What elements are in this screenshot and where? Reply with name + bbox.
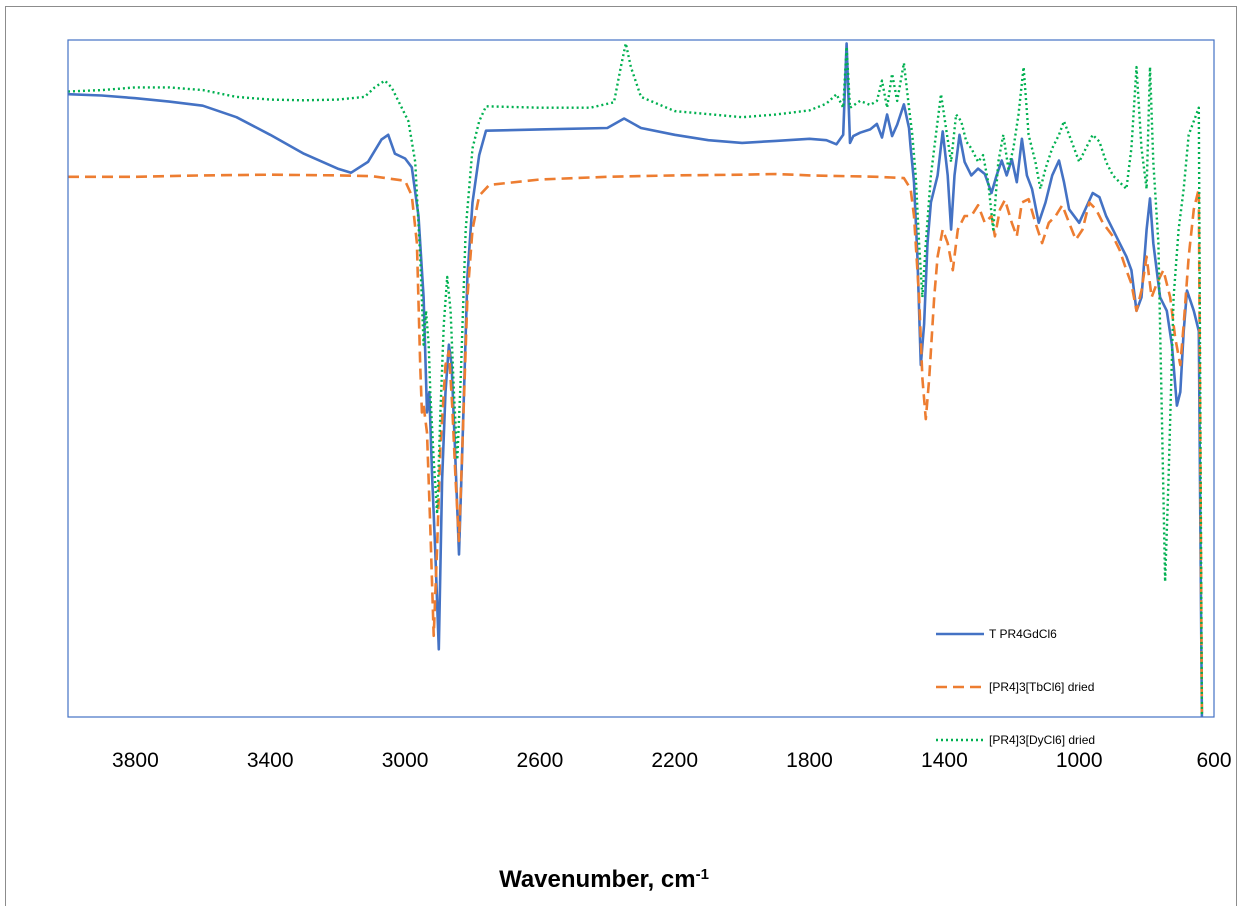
x-tick-label: 2200 bbox=[651, 749, 698, 772]
x-axis-label-superscript: -1 bbox=[696, 866, 709, 883]
series-layer bbox=[67, 42, 1204, 718]
series-line-2 bbox=[68, 172, 1204, 718]
x-tick-label: 600 bbox=[1196, 749, 1231, 772]
ir-spectrum-chart: 3800 3400 3000 2600 2200 1800 1400 1000 600 T PR… bbox=[67, 39, 1232, 894]
legend-label-1: T PR4GdCl6 bbox=[989, 627, 1057, 641]
legend: T PR4GdCl6 [PR4]3[TbCl6] dried [PR4]3[DyCl… bbox=[936, 627, 1095, 747]
legend-label-2: [PR4]3[TbCl6] dried bbox=[989, 680, 1094, 694]
x-tick-labels: 3800 3400 3000 2600 2200 1800 1400 1000 600 bbox=[112, 749, 1231, 772]
x-axis-label: Wavenumber, cm-1 bbox=[499, 866, 709, 894]
x-tick-label: 3400 bbox=[247, 749, 294, 772]
x-tick-label: 2600 bbox=[517, 749, 564, 772]
x-tick-label: 3000 bbox=[382, 749, 429, 772]
plot-area-border bbox=[67, 39, 1215, 718]
x-tick-label: 1800 bbox=[786, 749, 833, 772]
chart-frame: 3800 3400 3000 2600 2200 1800 1400 1000 600 T PR… bbox=[5, 6, 1237, 906]
x-tick-label: 1000 bbox=[1056, 749, 1103, 772]
x-axis-label-text: Wavenumber, cm bbox=[499, 866, 696, 893]
legend-label-3: [PR4]3[DyCl6] dried bbox=[989, 733, 1095, 747]
series-line-3 bbox=[67, 42, 1204, 718]
x-tick-label: 3800 bbox=[112, 749, 159, 772]
series-line-1 bbox=[67, 42, 1204, 718]
x-tick-label: 1400 bbox=[921, 749, 968, 772]
